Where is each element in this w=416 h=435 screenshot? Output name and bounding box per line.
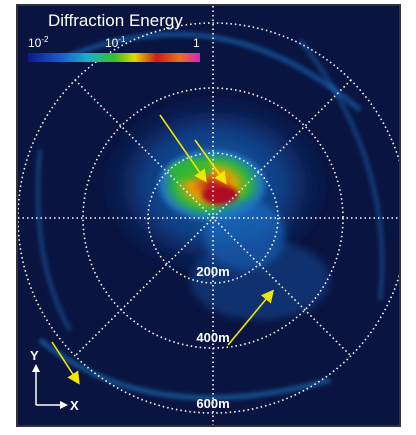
colorbar: [28, 53, 200, 62]
title: Diffraction Energy: [48, 11, 183, 30]
colorbar-tick: 1: [193, 36, 200, 50]
ring-label: 200m: [196, 264, 229, 279]
ring-label: 600m: [196, 396, 229, 411]
figure: Diffraction Energy 10-2 10-1 1 200m 400m…: [0, 0, 416, 435]
ring-label: 400m: [196, 330, 229, 345]
axis-label: X: [70, 398, 79, 413]
axis-label: Y: [30, 348, 39, 363]
